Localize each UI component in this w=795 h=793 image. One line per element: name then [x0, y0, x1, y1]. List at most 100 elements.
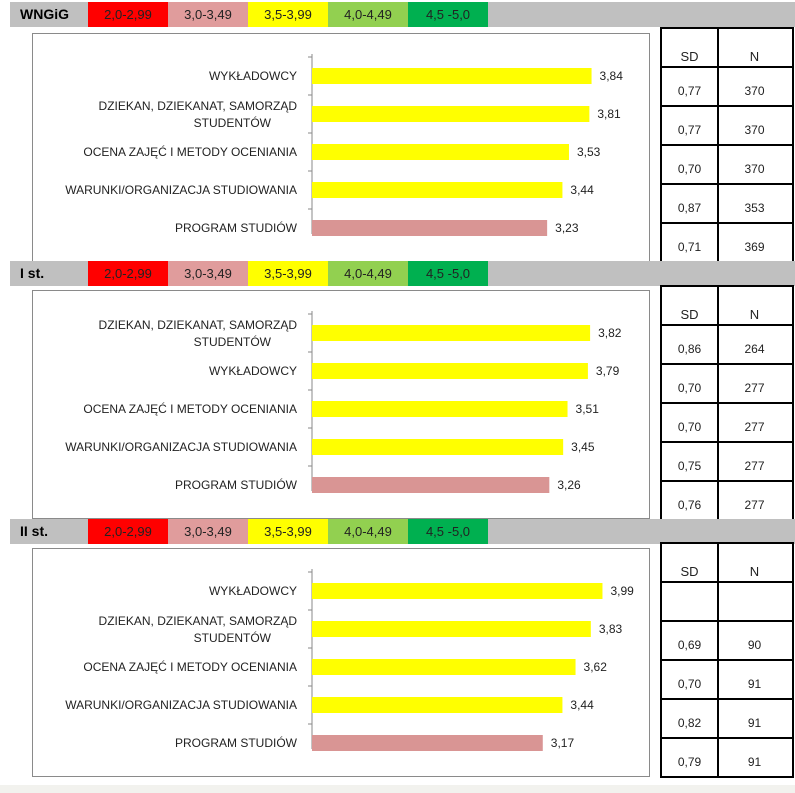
stats-row: 0,70 277: [662, 363, 792, 402]
stats-cell: 370: [717, 107, 790, 144]
bar: [312, 735, 543, 751]
stats-table: SD N 0,86 264 0,70 277 0,70 277 0,75 277 0,76 277: [660, 285, 794, 521]
stats-table: SD N 0,69 90 0,70 91 0,82 91 0,79 91: [660, 542, 794, 778]
stats-cell: 0,77: [677, 84, 702, 98]
scale-range-box: 3,0-3,49: [168, 2, 248, 27]
category-label: OCENA ZAJĘĆ I METODY OCENIANIA: [83, 401, 297, 416]
scale-range-box: 2,0-2,99: [88, 261, 168, 286]
stats-header-row: SD N: [662, 287, 792, 324]
section-header: I st. 2,0-2,99 3,0-3,49 3,5-3,99 4,0-4,49 4,…: [10, 261, 795, 286]
bar-chart: 3,99 WYKŁADOWCY 3,83 DZIEKAN, DZIEKANAT, SA…: [32, 548, 650, 777]
bar: [312, 325, 591, 341]
scale-range-box: 4,5 -5,0: [408, 261, 488, 286]
scale-range-box: 3,5-3,99: [248, 2, 328, 27]
stats-cell: 91: [717, 739, 790, 776]
scale-range-box: 4,5 -5,0: [408, 2, 488, 27]
stats-row: 0,75 277: [662, 441, 792, 480]
stats-row: 0,76 277: [662, 480, 792, 519]
stats-cell: 0,79: [677, 755, 702, 769]
bar-value-label: 3,45: [571, 440, 595, 454]
stats-header-row: SD N: [662, 544, 792, 581]
stats-row: 0,77 370: [662, 66, 792, 105]
stats-cell: 277: [717, 404, 790, 441]
category-label: WARUNKI/ORGANIZACJA STUDIOWANIA: [65, 440, 297, 454]
stats-row: 0,77 370: [662, 105, 792, 144]
stats-cell: 90: [717, 622, 790, 659]
bar: [312, 659, 576, 675]
category-label: WYKŁADOWCY: [209, 364, 297, 378]
bar-value-label: 3,62: [584, 660, 608, 674]
stats-row: 0,82 91: [662, 698, 792, 737]
bar-chart: 3,84 WYKŁADOWCY 3,81 DZIEKAN, DZIEKANAT, SA…: [32, 33, 650, 262]
bar-value-label: 3,79: [596, 364, 620, 378]
stats-header-cell: SD: [680, 564, 699, 579]
scale-range-box: 4,0-4,49: [328, 261, 408, 286]
stats-cell: 277: [717, 443, 790, 480]
bar-chart-svg: 3,82 DZIEKAN, DZIEKANAT, SAMORZĄD STUDENTÓ…: [65, 311, 622, 493]
scale-range-box: 2,0-2,99: [88, 2, 168, 27]
stats-cell: 0,71: [677, 240, 702, 254]
bar: [312, 439, 564, 455]
stats-row: 0,87 353: [662, 183, 792, 222]
section-title: II st.: [20, 523, 49, 539]
bar: [312, 182, 563, 198]
stats-cell: 91: [717, 661, 790, 698]
stats-row: [662, 581, 792, 620]
section-title: WNGiG: [20, 6, 69, 22]
stats-table: SD N 0,77 370 0,77 370 0,70 370 0,87 353 0,71 369: [660, 27, 794, 263]
stats-cell: 0,75: [677, 459, 702, 473]
stats-cell: 0,70: [677, 162, 702, 176]
section-title: I st.: [20, 265, 45, 281]
bar-value-label: 3,84: [600, 69, 624, 83]
bar: [312, 363, 588, 379]
stats-row: 0,70 277: [662, 402, 792, 441]
stats-cell: 277: [717, 482, 790, 519]
stats-row: 0,70 370: [662, 144, 792, 183]
stats-header-cell: N: [717, 544, 790, 581]
stats-row: 0,79 91: [662, 737, 792, 776]
category-label: DZIEKAN, DZIEKANAT, SAMORZĄD STUDENTÓW: [99, 318, 298, 349]
background-strip: [0, 785, 795, 793]
bar: [312, 583, 603, 599]
scale-range-box: 4,0-4,49: [328, 2, 408, 27]
stats-cell: 264: [717, 326, 790, 363]
category-label: OCENA ZAJĘĆ I METODY OCENIANIA: [83, 144, 297, 159]
stats-header-cell: SD: [680, 49, 699, 64]
category-label: WARUNKI/ORGANIZACJA STUDIOWANIA: [65, 698, 297, 712]
stats-cell: 0,87: [677, 201, 702, 215]
bar: [312, 477, 550, 493]
stats-header-cell: N: [717, 29, 790, 66]
bar-value-label: 3,17: [551, 736, 575, 750]
bar-value-label: 3,44: [570, 183, 594, 197]
stats-cell: 0,82: [677, 716, 702, 730]
bar-value-label: 3,44: [570, 698, 594, 712]
scale-range-box: 3,0-3,49: [168, 519, 248, 544]
category-label: WYKŁADOWCY: [209, 584, 297, 598]
stats-cell: 370: [717, 68, 790, 105]
stats-cell: [717, 583, 790, 620]
stats-row: 0,71 369: [662, 222, 792, 261]
stats-header-cell: N: [717, 287, 790, 324]
bar: [312, 401, 568, 417]
stats-cell: 353: [717, 185, 790, 222]
bar: [312, 697, 563, 713]
bar: [312, 144, 569, 160]
scale-range-box: 2,0-2,99: [88, 519, 168, 544]
category-label: WYKŁADOWCY: [209, 69, 297, 83]
stats-cell: 0,70: [677, 420, 702, 434]
bar: [312, 68, 592, 84]
stats-row: 0,69 90: [662, 620, 792, 659]
scale-range-box: 3,0-3,49: [168, 261, 248, 286]
scale-range-box: 3,5-3,99: [248, 261, 328, 286]
section-header: WNGiG 2,0-2,99 3,0-3,49 3,5-3,99 4,0-4,49 4,…: [10, 2, 795, 27]
bar-value-label: 3,83: [599, 622, 623, 636]
bar: [312, 220, 548, 236]
category-label: PROGRAM STUDIÓW: [175, 477, 298, 492]
category-label: DZIEKAN, DZIEKANAT, SAMORZĄD STUDENTÓW: [99, 614, 298, 645]
bar: [312, 106, 590, 122]
category-label: PROGRAM STUDIÓW: [175, 735, 298, 750]
bar-value-label: 3,53: [577, 145, 601, 159]
bar-value-label: 3,51: [576, 402, 600, 416]
stats-header-row: SD N: [662, 29, 792, 66]
category-label: OCENA ZAJĘĆ I METODY OCENIANIA: [83, 659, 297, 674]
